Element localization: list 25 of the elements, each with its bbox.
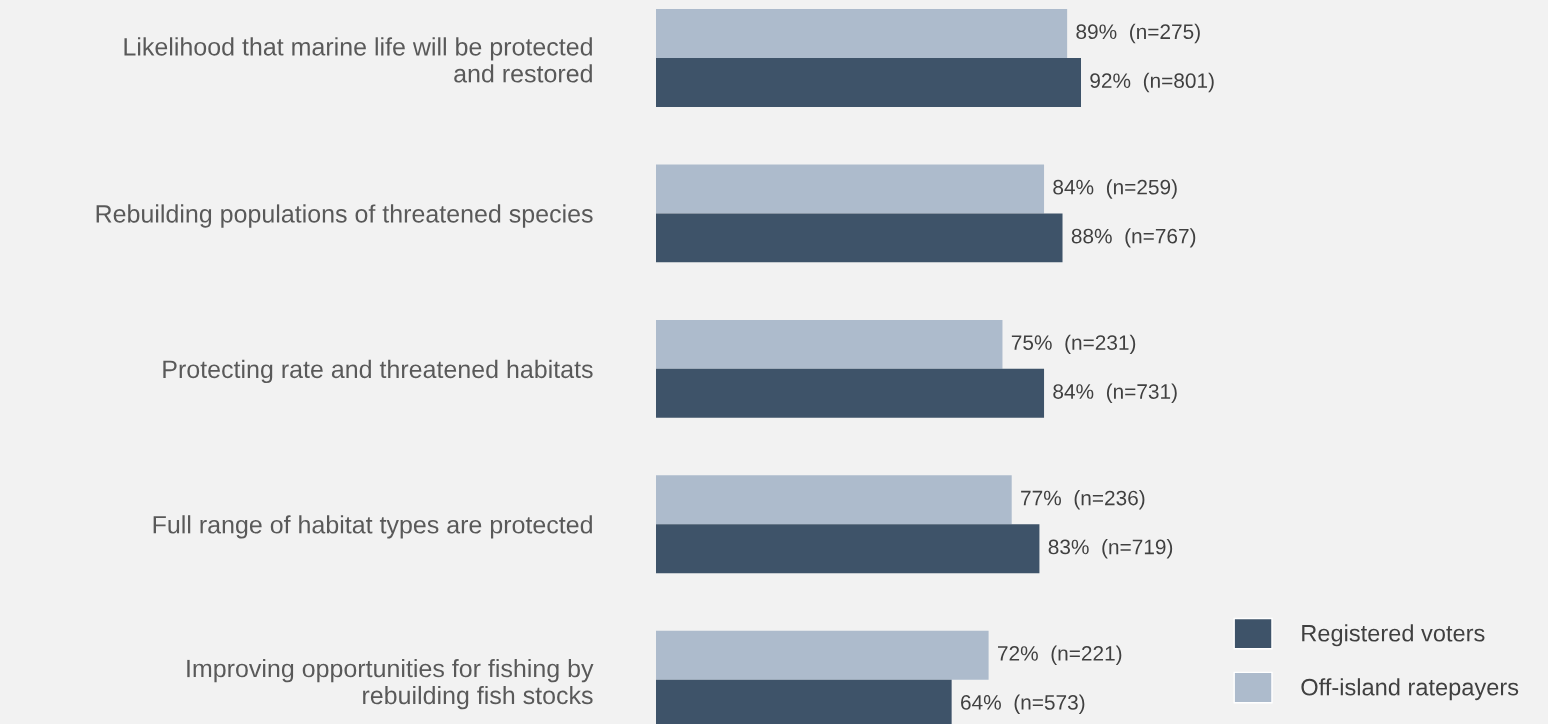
data-label: 64% (n=573) [961,694,1085,714]
y-tick-label: Improving opportunities for fishing by rebuilding fish stocks [187,658,594,710]
data-label: 88% (n=767) [1071,228,1196,248]
bar [656,164,1045,214]
data-label: 89% (n=275) [1076,23,1200,44]
bar [656,9,1068,58]
legend-label: Registered voters [1302,624,1485,647]
data-label: 77% (n=236) [1021,490,1145,510]
bar [656,213,1063,263]
bar [656,368,1045,418]
bar [656,524,1040,574]
bar [656,57,1081,107]
data-label: 83% (n=719) [1048,539,1173,559]
y-tick-label: Full range of habitat types are protected [153,515,592,539]
bar [656,475,1012,525]
y-tick-label: Likelihood that marine life will be protected and restored [124,37,592,83]
y-tick-label: Protecting rate and threatened habitats [163,359,593,384]
y-tick-label: Rebuilding populations of threatened species [96,204,593,228]
data-label: 84% (n=259) [1053,179,1177,199]
data-label: 72% (n=221) [998,645,1122,665]
bar [656,319,1003,369]
data-label: 84% (n=731) [1053,383,1177,404]
data-label: 75% (n=231) [1011,334,1136,355]
legend-label: Off-island ratepayers [1301,678,1519,701]
data-label: 92% (n=801) [1090,72,1214,93]
